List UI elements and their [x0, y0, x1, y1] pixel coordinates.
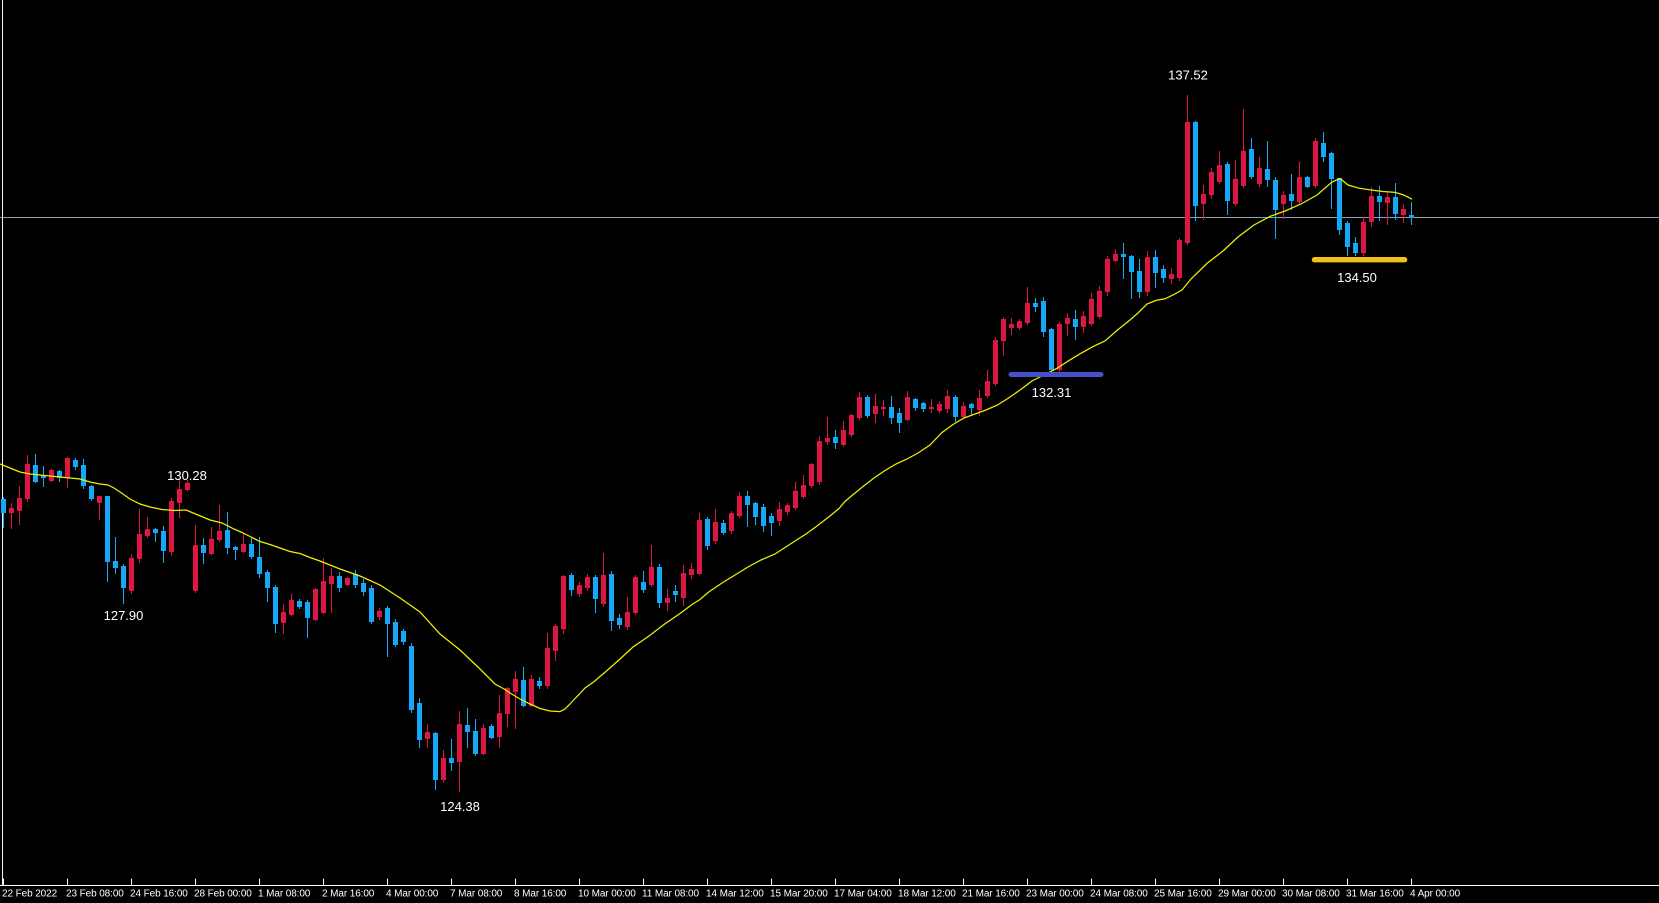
svg-text:130.28: 130.28: [167, 468, 207, 483]
svg-text:15 Mar 20:00: 15 Mar 20:00: [770, 889, 828, 900]
svg-text:24 Feb 16:00: 24 Feb 16:00: [130, 889, 188, 900]
svg-text:127.90: 127.90: [104, 608, 144, 623]
svg-text:4 Apr 00:00: 4 Apr 00:00: [1410, 889, 1461, 900]
svg-text:28 Feb 00:00: 28 Feb 00:00: [194, 889, 252, 900]
svg-text:31 Mar 16:00: 31 Mar 16:00: [1346, 889, 1404, 900]
svg-text:124.38: 124.38: [440, 799, 480, 814]
svg-text:23 Feb 08:00: 23 Feb 08:00: [66, 889, 124, 900]
svg-text:18 Mar 12:00: 18 Mar 12:00: [898, 889, 956, 900]
svg-text:29 Mar 00:00: 29 Mar 00:00: [1218, 889, 1276, 900]
svg-text:24 Mar 08:00: 24 Mar 08:00: [1090, 889, 1148, 900]
svg-text:134.50: 134.50: [1337, 270, 1377, 285]
svg-text:25 Mar 16:00: 25 Mar 16:00: [1154, 889, 1212, 900]
svg-text:8 Mar 16:00: 8 Mar 16:00: [514, 889, 567, 900]
svg-text:2 Mar 16:00: 2 Mar 16:00: [322, 889, 375, 900]
svg-text:30 Mar 08:00: 30 Mar 08:00: [1282, 889, 1340, 900]
svg-text:23 Mar 00:00: 23 Mar 00:00: [1026, 889, 1084, 900]
svg-text:7 Mar 08:00: 7 Mar 08:00: [450, 889, 503, 900]
svg-text:10 Mar 00:00: 10 Mar 00:00: [578, 889, 636, 900]
svg-text:21 Mar 16:00: 21 Mar 16:00: [962, 889, 1020, 900]
svg-text:17 Mar 04:00: 17 Mar 04:00: [834, 889, 892, 900]
svg-text:14 Mar 12:00: 14 Mar 12:00: [706, 889, 764, 900]
svg-text:4 Mar 00:00: 4 Mar 00:00: [386, 889, 439, 900]
svg-text:132.31: 132.31: [1032, 385, 1072, 400]
svg-text:1 Mar 08:00: 1 Mar 08:00: [258, 889, 311, 900]
svg-text:137.52: 137.52: [1168, 68, 1208, 83]
svg-text:22 Feb 2022: 22 Feb 2022: [2, 889, 58, 900]
svg-text:11 Mar 08:00: 11 Mar 08:00: [642, 889, 700, 900]
